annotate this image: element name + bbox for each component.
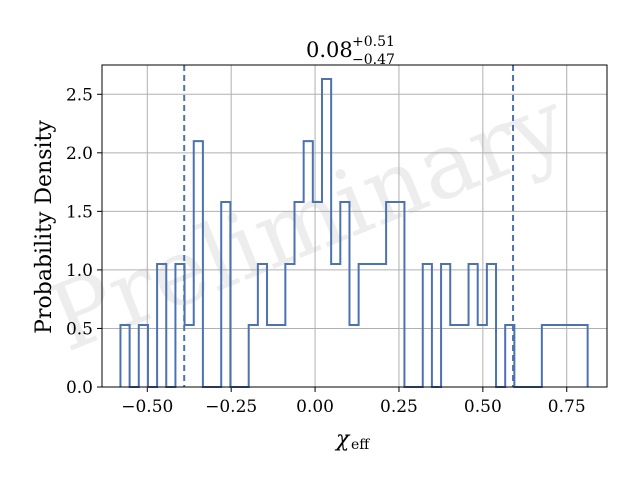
y-tick-label: 2.0 xyxy=(66,144,93,164)
y-tick-label: 0.0 xyxy=(66,378,93,398)
x-tick-label: 0.00 xyxy=(296,397,334,417)
x-tick-label: −0.50 xyxy=(121,397,173,417)
chart-title: 0.08 xyxy=(306,38,353,62)
x-tick-label: 0.75 xyxy=(548,397,586,417)
y-tick-label: 1.0 xyxy=(66,261,93,281)
chart-title-lower-error: −0.47 xyxy=(352,52,395,68)
axes-frame xyxy=(101,64,608,388)
x-axis-label-subscript: eff xyxy=(351,437,370,453)
chart-title-upper-error: +0.51 xyxy=(352,34,395,50)
y-tick-label: 2.5 xyxy=(66,85,93,105)
x-axis-label: χ xyxy=(334,427,351,452)
y-axis-label: Probability Density xyxy=(32,120,57,334)
x-tick-label: 0.50 xyxy=(464,397,502,417)
x-tick-label: 0.25 xyxy=(380,397,418,417)
histogram-outline xyxy=(119,78,589,388)
x-tick-label: −0.25 xyxy=(205,397,257,417)
y-tick-label: 1.5 xyxy=(66,202,93,222)
y-tick-label: 0.5 xyxy=(66,319,93,339)
y-axis-ticks: 0.0 0.5 1.0 1.5 2.0 2.5 xyxy=(66,85,102,398)
x-axis-ticks: −0.50 −0.25 0.00 0.25 0.50 0.75 xyxy=(121,387,586,417)
